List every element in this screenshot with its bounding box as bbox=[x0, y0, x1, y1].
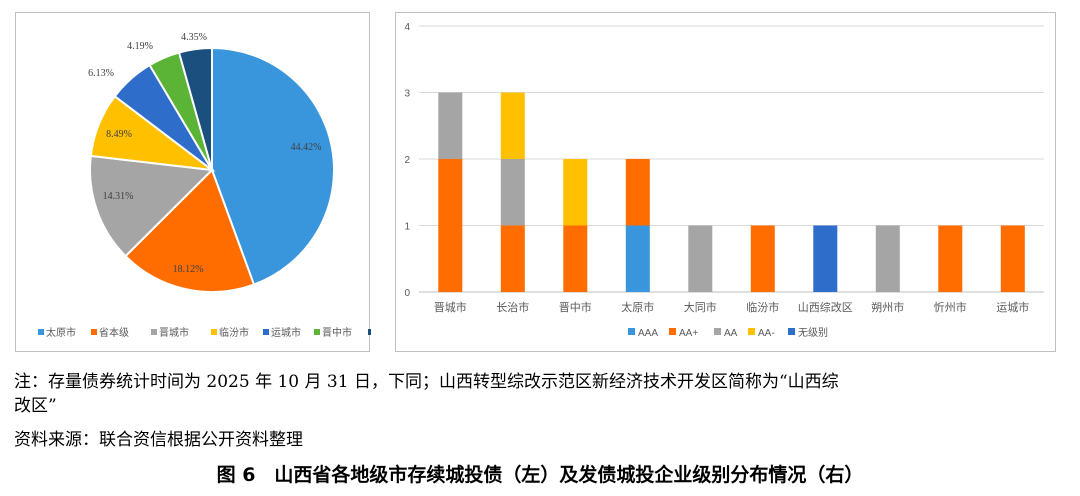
bar-taiyuan-aa-plus bbox=[625, 159, 650, 226]
bar-linfen-aa-plus bbox=[750, 225, 775, 292]
note-line-2: 改区” bbox=[14, 396, 57, 416]
legend-label-taiyuan: 太原市 bbox=[46, 326, 76, 339]
bar-changzhi-aa-minus bbox=[500, 92, 525, 159]
legend-swatch-aa-plus bbox=[669, 328, 676, 335]
y-tick-label: 3 bbox=[404, 89, 410, 100]
x-tick-label-zonggai: 山西综改区 bbox=[798, 300, 853, 314]
legend-swatch-yuncheng bbox=[263, 329, 269, 335]
legend-swatch-other bbox=[368, 329, 371, 335]
bar-jincheng-aa-plus bbox=[438, 159, 463, 292]
pie-slice-provincial bbox=[124, 168, 256, 293]
y-tick-label: 0 bbox=[404, 288, 410, 299]
legend-swatch-unrated bbox=[788, 328, 795, 335]
bar-taiyuan-aaa bbox=[625, 225, 650, 292]
legend-label-jincheng: 晋城市 bbox=[159, 326, 189, 339]
x-tick-label-xinzhou: 忻州市 bbox=[934, 300, 967, 314]
source-note: 资料来源：联合资信根据公开资料整理 bbox=[14, 430, 303, 450]
legend-swatch-aaa bbox=[628, 328, 635, 335]
pie-chart-panel: 44.42% 18.12% 14.31% 8.49% 6.13% 4.19% 4.35% 太原… bbox=[15, 12, 371, 352]
pie-label-jinzhong: 4.19% bbox=[127, 41, 153, 52]
pie-slice-other bbox=[177, 46, 213, 171]
bar-chart-panel: 0 1 2 3 4 晋城市 长治市 晋中市 太原市 大同市 临汾市 山西综改区 朔州市 忻州市 运城市 AAA… bbox=[395, 12, 1056, 352]
legend-label-aa: AA bbox=[724, 328, 738, 339]
legend-label-aa-plus: AA+ bbox=[679, 328, 698, 339]
pie-label-jincheng: 14.31% bbox=[103, 191, 134, 202]
legend-swatch-jinzhong bbox=[314, 329, 320, 335]
bar-xinzhou-aa-plus bbox=[938, 225, 963, 292]
legend-swatch-provincial bbox=[91, 329, 97, 335]
legend-label-linfen: 临汾市 bbox=[219, 326, 249, 339]
y-tick-label: 2 bbox=[404, 155, 410, 166]
y-tick-label: 4 bbox=[404, 22, 410, 33]
legend-swatch-taiyuan bbox=[38, 329, 44, 335]
x-tick-label-shuozhou: 朔州市 bbox=[871, 300, 904, 314]
x-tick-label-datong: 大同市 bbox=[684, 300, 717, 314]
legend-label-jinzhong: 晋中市 bbox=[322, 326, 352, 339]
figure-title: 图 6 山西省各地级市存续城投债（左）及发债城投企业级别分布情况（右） bbox=[216, 464, 864, 486]
bar-changzhi-aa bbox=[500, 159, 525, 226]
note-line-1: 注：存量债券统计时间为 2025 年 10 月 31 日，下同；山西转型综改示范… bbox=[14, 372, 839, 392]
pie-label-provincial: 18.12% bbox=[173, 264, 204, 275]
legend-label-yuncheng: 运城市 bbox=[271, 326, 301, 339]
bar-zonggai-unrated bbox=[813, 225, 838, 292]
x-tick-label-yuncheng: 运城市 bbox=[996, 300, 1029, 314]
legend-swatch-linfen bbox=[211, 329, 217, 335]
legend-label-aa-minus: AA- bbox=[758, 328, 775, 339]
pie-slice-taiyuan bbox=[211, 46, 335, 286]
legend-swatch-aa bbox=[714, 328, 721, 335]
x-tick-label-linfen: 临汾市 bbox=[746, 300, 779, 314]
legend-swatch-jincheng bbox=[151, 329, 157, 335]
legend-label-unrated: 无级别 bbox=[798, 327, 828, 339]
bar-datong-aa bbox=[688, 225, 713, 292]
x-tick-label-changzhi: 长治市 bbox=[496, 300, 529, 314]
pie-chart: 44.42% 18.12% 14.31% 8.49% 6.13% 4.19% 4.35% 太原… bbox=[38, 32, 371, 339]
bar-jinzhong-aa-minus bbox=[563, 159, 588, 226]
x-tick-label-jinzhong: 晋中市 bbox=[559, 300, 592, 314]
x-tick-label-jincheng: 晋城市 bbox=[434, 300, 467, 314]
x-tick-label-taiyuan: 太原市 bbox=[621, 300, 654, 314]
bar-yuncheng-aa-plus bbox=[1000, 225, 1025, 292]
pie-slice-jincheng bbox=[89, 154, 215, 258]
bar-changzhi-aa-plus bbox=[500, 225, 525, 292]
legend-label-provincial: 省本级 bbox=[99, 326, 129, 339]
pie-label-yuncheng: 6.13% bbox=[88, 68, 114, 79]
legend-label-aaa: AAA bbox=[638, 328, 658, 339]
bar-shuozhou-aa bbox=[875, 225, 900, 292]
pie-label-linfen: 8.49% bbox=[106, 129, 132, 140]
pie-label-taiyuan: 44.42% bbox=[291, 142, 322, 153]
y-tick-label: 1 bbox=[404, 222, 410, 233]
legend-swatch-aa-minus bbox=[748, 328, 755, 335]
bar-jincheng-aa bbox=[438, 92, 463, 159]
pie-label-other: 4.35% bbox=[181, 32, 207, 43]
bar-jinzhong-aa-plus bbox=[563, 225, 588, 292]
